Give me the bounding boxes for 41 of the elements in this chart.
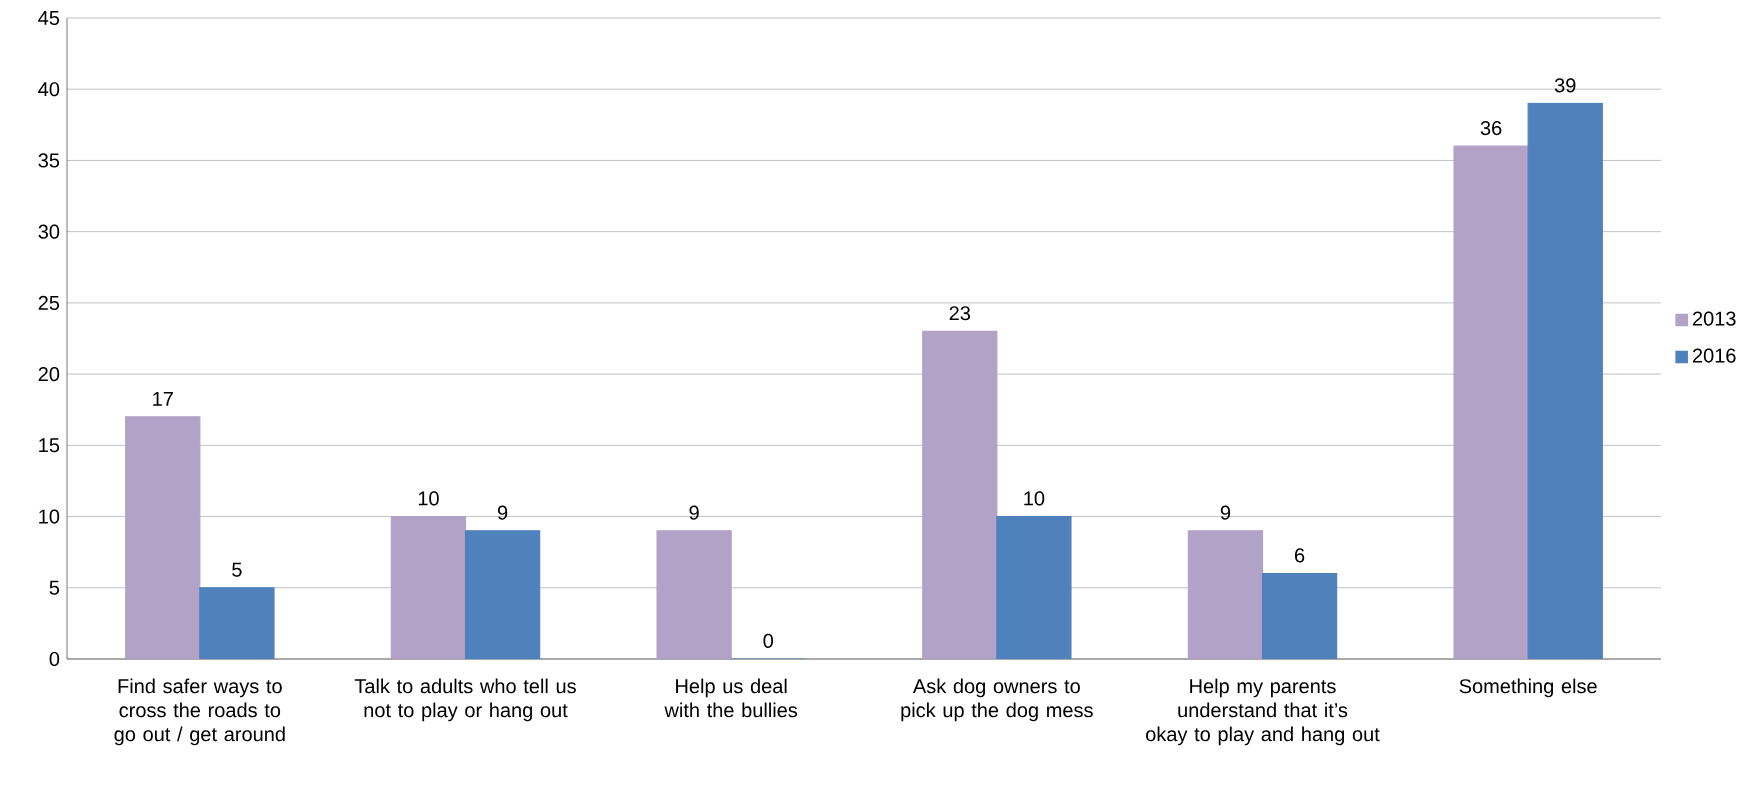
data-label: 5	[232, 562, 242, 577]
y-tick-label: 20	[38, 367, 60, 382]
bar	[464, 530, 541, 659]
data-label: 9	[689, 505, 699, 520]
legend-label: 2016	[1692, 348, 1736, 363]
data-label: 36	[1480, 120, 1502, 136]
data-label: 10	[418, 491, 439, 506]
x-tick-label: Find safer ways to cross the roads to go out / get around	[114, 678, 285, 746]
x-tick-label: Help my parents understand that it’s okay to play and hang out	[1146, 678, 1380, 746]
x-tick-label: Talk to adults who tell us not to play or hang out	[354, 678, 576, 722]
data-label: 39	[1554, 78, 1576, 93]
bar	[1187, 530, 1264, 659]
bar	[1261, 572, 1338, 659]
bar	[125, 416, 201, 659]
y-tick-label: 5	[49, 580, 60, 595]
y-tick-label: 30	[38, 224, 60, 239]
y-tick-label: 25	[38, 295, 60, 310]
data-label: 10	[1024, 491, 1045, 506]
data-label: 6	[1295, 548, 1305, 563]
bar	[1453, 145, 1529, 659]
bar	[656, 530, 732, 659]
data-label: 0	[763, 633, 774, 648]
y-tick-label: 0	[49, 651, 60, 667]
bar	[390, 515, 467, 659]
data-label: 17	[153, 392, 173, 406]
bar	[1527, 102, 1603, 659]
x-tick-label: Help us deal with the bullies	[664, 678, 798, 718]
data-label: 23	[949, 306, 971, 321]
y-tick-label: 45	[38, 11, 60, 25]
bar	[996, 515, 1072, 659]
y-tick-label: 35	[38, 153, 60, 168]
x-tick-label: Something else	[1459, 678, 1597, 698]
bar	[922, 330, 998, 659]
bar	[199, 587, 275, 659]
data-label: 9	[1220, 505, 1231, 520]
data-label: 9	[497, 505, 508, 520]
y-tick-label: 15	[39, 438, 60, 453]
y-tick-label: 40	[38, 82, 60, 97]
x-tick-label: Ask dog owners to pick up the dog mess	[901, 678, 1093, 722]
legend-label: 2013	[1692, 311, 1736, 326]
y-tick-label: 10	[39, 509, 60, 524]
